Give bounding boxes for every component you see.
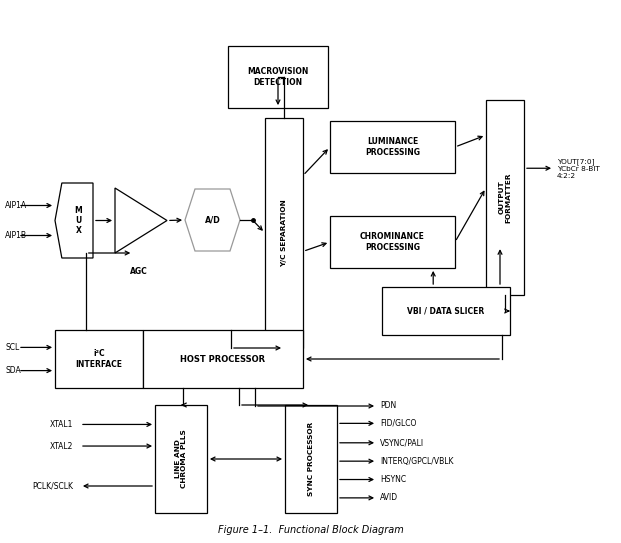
Text: PDN: PDN [380,401,396,411]
Text: SYNC PROCESSOR: SYNC PROCESSOR [308,422,314,496]
Polygon shape [115,188,167,253]
FancyBboxPatch shape [155,405,207,513]
Text: VSYNC/PALI: VSYNC/PALI [380,438,424,447]
Text: OUTPUT
FORMATTER: OUTPUT FORMATTER [499,172,512,223]
Text: CHROMINANCE
PROCESSING: CHROMINANCE PROCESSING [360,232,425,252]
FancyBboxPatch shape [143,330,303,388]
Text: LINE AND
CHROMA PLLS: LINE AND CHROMA PLLS [175,430,188,488]
FancyBboxPatch shape [228,46,328,108]
Text: XTAL2: XTAL2 [50,441,73,451]
Text: LUMINANCE
PROCESSING: LUMINANCE PROCESSING [365,137,420,157]
Text: Y/C SEPARATION: Y/C SEPARATION [281,199,287,267]
Polygon shape [55,183,93,258]
FancyBboxPatch shape [486,100,524,295]
Text: MACROVISION
DETECTION: MACROVISION DETECTION [247,67,309,87]
Text: Figure 1–1.  Functional Block Diagram: Figure 1–1. Functional Block Diagram [218,525,404,535]
Text: SDA: SDA [5,366,20,375]
Text: HSYNC: HSYNC [380,475,406,484]
FancyBboxPatch shape [330,216,455,268]
Text: AGC: AGC [130,267,147,276]
Text: M
U
X: M U X [75,206,83,236]
Text: AIP1A: AIP1A [5,201,27,210]
FancyBboxPatch shape [265,118,303,348]
FancyBboxPatch shape [55,330,143,388]
Text: INTERQ/GPCL/VBLK: INTERQ/GPCL/VBLK [380,457,453,466]
Text: A/D: A/D [205,216,220,224]
Text: VBI / DATA SLICER: VBI / DATA SLICER [407,306,484,315]
FancyBboxPatch shape [330,121,455,173]
Text: PCLK/SCLK: PCLK/SCLK [32,482,73,490]
Text: AVID: AVID [380,494,398,502]
Text: HOST PROCESSOR: HOST PROCESSOR [181,355,266,363]
Text: FID/GLCO: FID/GLCO [380,419,416,428]
Text: SCL: SCL [5,343,19,352]
FancyBboxPatch shape [285,405,337,513]
Text: AIP1B: AIP1B [5,231,27,240]
Text: YOUT[7:0]
YCbCr 8-BIT
4:2:2: YOUT[7:0] YCbCr 8-BIT 4:2:2 [557,158,600,179]
FancyBboxPatch shape [382,287,510,335]
Text: XTAL1: XTAL1 [50,420,73,429]
Text: i²C
INTERFACE: i²C INTERFACE [76,349,122,369]
Polygon shape [185,189,240,251]
